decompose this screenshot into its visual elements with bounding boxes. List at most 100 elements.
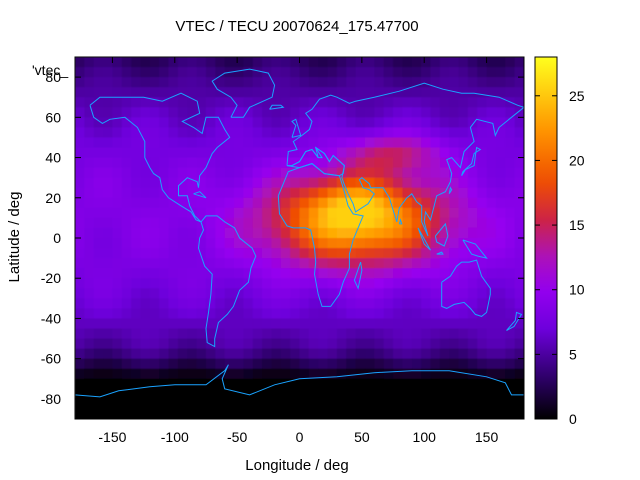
heatmap-cell xyxy=(112,368,123,380)
heatmap-cell xyxy=(467,338,478,350)
heatmap-cell xyxy=(299,258,310,269)
heatmap-cell xyxy=(374,147,385,159)
heatmap-cell xyxy=(411,238,422,249)
heatmap-cell xyxy=(131,167,142,179)
heatmap-cell xyxy=(355,77,366,88)
heatmap-cell xyxy=(290,288,301,299)
heatmap-cell xyxy=(196,157,207,169)
heatmap-cell xyxy=(449,187,460,199)
heatmap-cell xyxy=(346,147,357,159)
heatmap-cell xyxy=(224,278,235,289)
heatmap-cell xyxy=(308,57,319,68)
heatmap-cell xyxy=(290,308,301,320)
heatmap-cell xyxy=(458,288,469,299)
heatmap-cell xyxy=(393,167,403,179)
heatmap-cell xyxy=(495,368,506,380)
heatmap-cell xyxy=(234,207,244,219)
heatmap-cell xyxy=(318,348,329,360)
heatmap-cell xyxy=(84,97,95,108)
heatmap-cell xyxy=(383,348,394,360)
heatmap-cell xyxy=(177,57,188,68)
heatmap-cell xyxy=(449,107,460,118)
heatmap-cell xyxy=(234,408,244,419)
heatmap-cell xyxy=(187,268,198,279)
heatmap-cell xyxy=(168,177,179,189)
heatmap-cell xyxy=(467,177,478,189)
heatmap-cell xyxy=(75,318,85,330)
heatmap-cell xyxy=(402,167,413,179)
heatmap-cell xyxy=(159,117,170,128)
heatmap-cell xyxy=(280,258,291,269)
heatmap-cell xyxy=(131,207,142,219)
heatmap-cell xyxy=(402,358,413,370)
heatmap-cell xyxy=(215,177,226,189)
heatmap-cell xyxy=(318,368,329,380)
heatmap-cell xyxy=(421,167,432,179)
heatmap-cell xyxy=(168,117,179,128)
heatmap-cell xyxy=(383,258,394,269)
coastline xyxy=(417,227,431,251)
heatmap-cell xyxy=(439,408,450,419)
heatmap-cell xyxy=(308,197,319,209)
heatmap-cell xyxy=(280,398,291,410)
heatmap-cell xyxy=(421,77,432,88)
heatmap-cell xyxy=(308,137,319,149)
heatmap-cell xyxy=(299,87,310,98)
heatmap-cell xyxy=(112,107,123,118)
heatmap-cell xyxy=(159,328,170,340)
heatmap-cell xyxy=(458,207,469,219)
heatmap-cell xyxy=(467,358,478,370)
heatmap-cell xyxy=(467,408,478,419)
heatmap-cell xyxy=(467,227,478,239)
heatmap-cell xyxy=(505,318,516,330)
heatmap-cell xyxy=(234,187,244,199)
heatmap-cell xyxy=(215,288,226,299)
heatmap-cell xyxy=(439,278,450,289)
heatmap-cell xyxy=(402,187,413,199)
heatmap-cell xyxy=(318,288,329,299)
heatmap-cell xyxy=(205,57,216,68)
heatmap-cell xyxy=(93,398,104,410)
heatmap-cell xyxy=(308,358,319,370)
heatmap-cell xyxy=(402,398,413,410)
heatmap-cell xyxy=(121,388,132,400)
heatmap-cell xyxy=(243,137,254,149)
heatmap-cell xyxy=(402,308,413,320)
heatmap-cell xyxy=(243,258,254,269)
heatmap-cell xyxy=(336,248,347,259)
heatmap-cell xyxy=(514,238,524,249)
heatmap-cell xyxy=(252,117,263,128)
heatmap-cell xyxy=(168,157,179,169)
heatmap-cell xyxy=(467,258,478,269)
heatmap-cell xyxy=(290,157,301,169)
heatmap-cell xyxy=(131,358,142,370)
heatmap-cell xyxy=(196,87,207,98)
heatmap-cell xyxy=(336,298,347,309)
heatmap-cell xyxy=(374,298,385,309)
heatmap-cell xyxy=(93,388,104,400)
heatmap-cell xyxy=(131,87,142,98)
heatmap-cell xyxy=(364,207,375,219)
heatmap-cell xyxy=(205,258,216,269)
heatmap-cell xyxy=(421,107,432,118)
heatmap-cell xyxy=(243,117,254,128)
heatmap-cell xyxy=(458,177,469,189)
heatmap-cell xyxy=(402,378,413,390)
heatmap-cell xyxy=(121,197,132,209)
heatmap-cell xyxy=(355,278,366,289)
heatmap-cell xyxy=(271,358,282,370)
heatmap-cell xyxy=(439,348,450,360)
heatmap-cell xyxy=(112,127,123,139)
y-tick-label: 20 xyxy=(45,190,61,206)
heatmap-cell xyxy=(290,368,301,380)
heatmap-cell xyxy=(243,187,254,199)
heatmap-cell xyxy=(149,378,160,390)
heatmap-cell xyxy=(271,177,282,189)
heatmap-cell xyxy=(486,107,497,118)
heatmap-cell xyxy=(196,378,207,390)
heatmap-cell xyxy=(290,177,301,189)
heatmap-cell xyxy=(383,147,394,159)
heatmap-cell xyxy=(299,167,310,179)
heatmap-cell xyxy=(355,308,366,320)
heatmap-cell xyxy=(439,388,450,400)
